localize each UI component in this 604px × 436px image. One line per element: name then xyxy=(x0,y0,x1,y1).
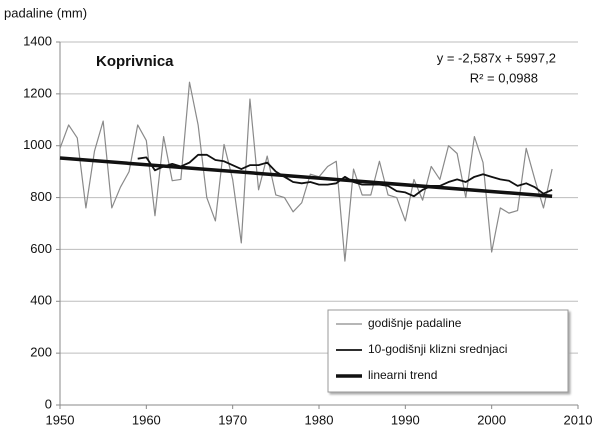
legend-label: godišnje padaline xyxy=(368,316,462,330)
y-axis-label: padaline (mm) xyxy=(4,5,87,20)
y-tick-label: 400 xyxy=(30,293,52,308)
x-tick-label: 1950 xyxy=(46,412,75,427)
legend-label: 10-godišnji klizni srednjaci xyxy=(368,342,507,356)
series-line xyxy=(59,156,553,198)
station-label: Koprivnica xyxy=(96,53,174,70)
series-line xyxy=(137,153,553,198)
trend-equation: y = -2,587x + 5997,2 xyxy=(437,50,556,65)
y-tick-label: 1400 xyxy=(23,33,52,48)
y-tick-label: 800 xyxy=(30,189,52,204)
y-tick-label: 0 xyxy=(45,396,52,411)
y-tick-label: 600 xyxy=(30,241,52,256)
legend-label: linearni trend xyxy=(368,368,437,382)
y-tick-label: 200 xyxy=(30,345,52,360)
series-line xyxy=(59,81,553,262)
x-tick-label: 1970 xyxy=(218,412,247,427)
y-tick-label: 1000 xyxy=(23,137,52,152)
legend-box xyxy=(327,309,569,393)
x-tick-label: 2000 xyxy=(477,412,506,427)
r-squared: R² = 0,0988 xyxy=(470,70,538,85)
y-tick-label: 1200 xyxy=(23,85,52,100)
x-tick-label: 2010 xyxy=(564,412,593,427)
x-tick-label: 1980 xyxy=(305,412,334,427)
x-tick-label: 1990 xyxy=(391,412,420,427)
x-tick-label: 1960 xyxy=(132,412,161,427)
